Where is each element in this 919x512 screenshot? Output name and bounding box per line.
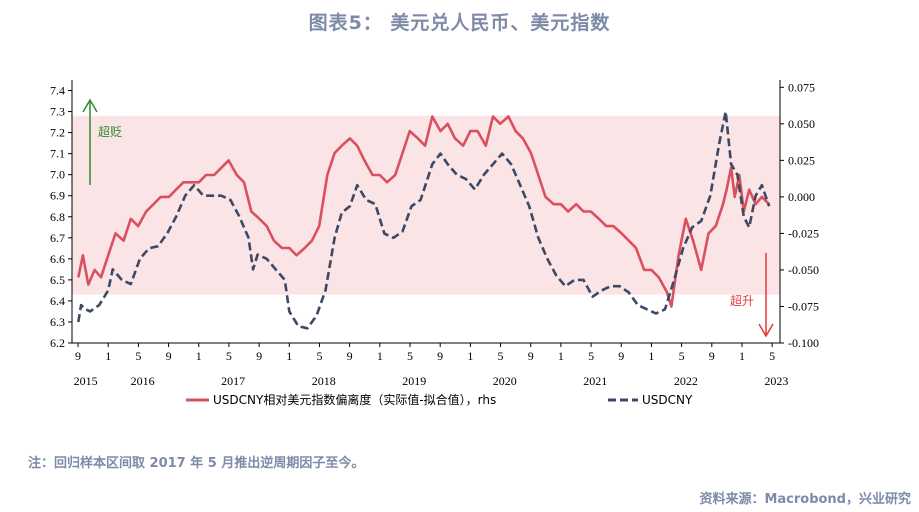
x-tick-label: 5 <box>679 349 685 363</box>
x-tick-label: 9 <box>528 349 534 363</box>
down-arrow-head <box>758 323 774 338</box>
year-label: 2017 <box>221 374 245 388</box>
left-tick-label: 7.4 <box>50 84 65 98</box>
year-label: 2015 <box>74 374 98 388</box>
x-tick-label: 9 <box>166 349 172 363</box>
left-tick-label: 6.5 <box>50 273 65 287</box>
legend: USDCNY相对美元指数偏离度（实际值-拟合值），rhs USDCNY <box>186 392 693 407</box>
right-tick-label: 0.050 <box>788 117 815 131</box>
right-tick-label: 0.075 <box>788 80 815 94</box>
year-label: 2019 <box>402 374 426 388</box>
left-tick-label: 7.0 <box>50 168 65 182</box>
x-tick-label: 9 <box>437 349 443 363</box>
left-tick-label: 6.2 <box>50 336 65 350</box>
x-tick-label: 1 <box>739 349 745 363</box>
x-tick-label: 5 <box>769 349 775 363</box>
year-label: 2016 <box>131 374 155 388</box>
x-tick-label: 1 <box>558 349 564 363</box>
right-tick-label: 0.000 <box>788 190 815 204</box>
left-tick-label: 6.4 <box>50 294 65 308</box>
left-tick-label: 6.3 <box>50 315 65 329</box>
x-tick-label: 5 <box>588 349 594 363</box>
right-tick-label: -0.050 <box>788 263 819 277</box>
year-label: 2020 <box>493 374 517 388</box>
year-label: 2021 <box>583 374 607 388</box>
x-tick-label: 1 <box>286 349 292 363</box>
series-layer <box>77 110 771 330</box>
year-label: 2022 <box>674 374 698 388</box>
deviation-line <box>77 115 771 308</box>
x-tick-label: 1 <box>467 349 473 363</box>
right-tick-label: -0.025 <box>788 226 819 240</box>
x-tick-label: 1 <box>377 349 383 363</box>
year-label: 2023 <box>764 374 788 388</box>
x-tick-label: 1 <box>105 349 111 363</box>
left-tick-label: 7.1 <box>50 147 65 161</box>
legend-label-deviation: USDCNY相对美元指数偏离度（实际值-拟合值），rhs <box>213 392 496 407</box>
over-appreciation-label: 超升 <box>730 293 754 308</box>
x-tick-label: 9 <box>75 349 81 363</box>
left-tick-label: 6.6 <box>50 252 65 266</box>
left-tick-label: 6.8 <box>50 210 65 224</box>
axis-layer: 6.2 6.3 6.4 6.5 6.6 6.7 6.8 6.9 7.0 7.1 7.2 7.3 7.4 -… <box>50 80 819 388</box>
x-tick-label: 5 <box>316 349 322 363</box>
left-tick-label: 6.7 <box>50 231 65 245</box>
chart-note: 注：回归样本区间取 2017 年 5 月推出逆周期因子至今。 <box>28 456 365 471</box>
x-tick-label: 9 <box>256 349 262 363</box>
x-tick-label: 5 <box>135 349 141 363</box>
left-tick-label: 7.2 <box>50 126 65 140</box>
x-tick-label: 9 <box>709 349 715 363</box>
chart-title: 图表5： 美元兑人民币、美元指数 <box>308 12 611 34</box>
chart-source: 资料来源：Macrobond，兴业研究 <box>699 492 911 507</box>
right-tick-label: 0.025 <box>788 153 815 167</box>
right-tick-label: -0.100 <box>788 336 819 350</box>
left-tick-label: 6.9 <box>50 189 65 203</box>
up-arrow-head <box>82 98 98 113</box>
over-depreciation-label: 超贬 <box>98 124 122 139</box>
right-tick-label: -0.075 <box>788 299 819 313</box>
left-tick-label: 7.3 <box>50 105 65 119</box>
x-tick-label: 5 <box>498 349 504 363</box>
usdcny-line <box>77 110 771 330</box>
year-label: 2018 <box>312 374 336 388</box>
legend-label-usdcny: USDCNY <box>642 393 693 407</box>
x-tick-label: 5 <box>226 349 232 363</box>
x-tick-label: 5 <box>407 349 413 363</box>
x-tick-label: 1 <box>648 349 654 363</box>
x-tick-label: 9 <box>347 349 353 363</box>
x-tick-label: 9 <box>618 349 624 363</box>
x-tick-label: 1 <box>196 349 202 363</box>
